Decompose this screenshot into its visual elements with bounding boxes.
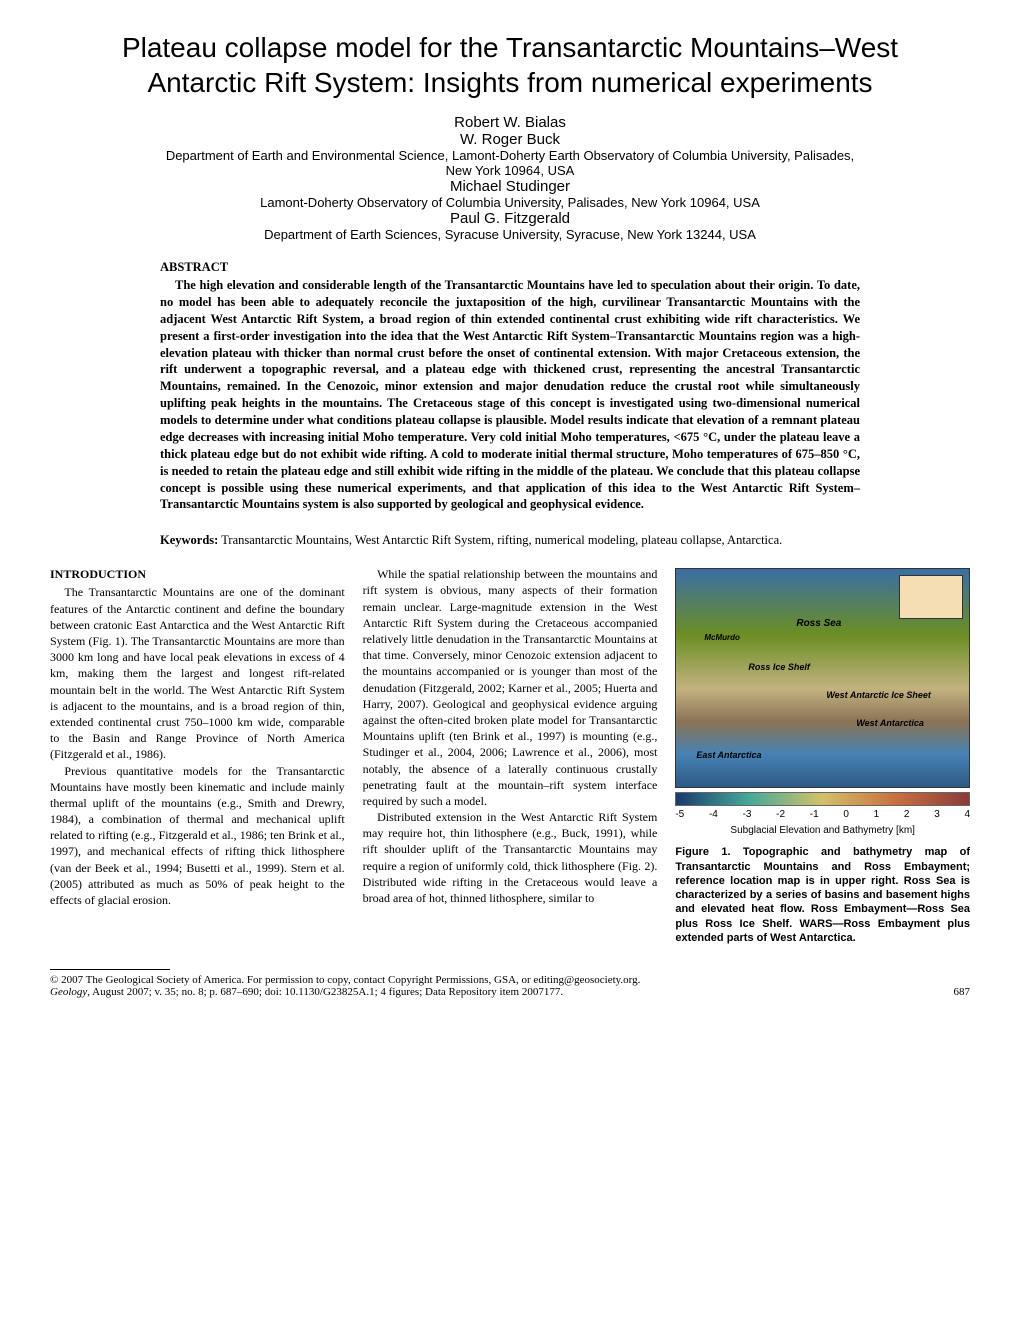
page-number: 687	[954, 986, 971, 998]
tick-8: 3	[934, 808, 940, 822]
title-line-1: Plateau collapse model for the Transanta…	[122, 32, 898, 63]
tick-6: 1	[874, 808, 880, 822]
title-line-2: Antarctic Rift System: Insights from num…	[147, 67, 872, 98]
tick-9: 4	[964, 808, 970, 822]
col2-para-1: While the spatial relationship between t…	[363, 566, 658, 809]
author-1: Robert W. Bialas	[50, 114, 970, 131]
footer-copyright: © 2007 The Geological Society of America…	[50, 974, 970, 986]
authors-block: Robert W. Bialas W. Roger Buck Departmen…	[50, 114, 970, 242]
col2-para-2: Distributed extension in the West Antarc…	[363, 809, 658, 906]
column-2: While the spatial relationship between t…	[363, 566, 658, 945]
author-3: Michael Studinger	[50, 178, 970, 195]
figure-1-inset	[899, 575, 963, 619]
abstract-block: ABSTRACT The high elevation and consider…	[50, 260, 970, 513]
col1-para-2: Previous quantitative models for the Tra…	[50, 763, 345, 909]
tick-4: -1	[810, 808, 819, 822]
body-columns: INTRODUCTION The Transantarctic Mountain…	[50, 566, 970, 945]
figure-1-caption: Figure 1. Topographic and bathymetry map…	[675, 845, 970, 945]
footer-citation-wrap: Geology, August 2007; v. 35; no. 8; p. 6…	[50, 986, 970, 998]
footer-citation: Geology, August 2007; v. 35; no. 8; p. 6…	[50, 986, 563, 998]
affiliation-3: Department of Earth Sciences, Syracuse U…	[50, 227, 970, 242]
col1-para-1: The Transantarctic Mountains are one of …	[50, 584, 345, 762]
keywords-text: Transantarctic Mountains, West Antarctic…	[218, 533, 782, 547]
affiliation-1-line-1: Department of Earth and Environmental Sc…	[50, 148, 970, 163]
abstract-heading: ABSTRACT	[160, 260, 860, 275]
tick-5: 0	[843, 808, 849, 822]
tick-2: -3	[743, 808, 752, 822]
figure-1-map: Ross Sea Ross Ice Shelf West Antarctic I…	[675, 568, 970, 788]
map-label-ross-sea: Ross Sea	[796, 617, 841, 631]
column-1: INTRODUCTION The Transantarctic Mountain…	[50, 566, 345, 945]
map-label-east-antarctica: East Antarctica	[696, 749, 761, 761]
keywords-label: Keywords:	[160, 533, 218, 547]
author-2: W. Roger Buck	[50, 131, 970, 148]
tick-1: -4	[709, 808, 718, 822]
tick-7: 2	[904, 808, 910, 822]
figure-1: Ross Sea Ross Ice Shelf West Antarctic I…	[675, 568, 970, 945]
map-label-ross-ice-shelf: Ross Ice Shelf	[748, 661, 810, 673]
footer-journal-name: Geology	[50, 986, 87, 998]
tick-3: -2	[776, 808, 785, 822]
map-label-wais: West Antarctic Ice Sheet	[826, 689, 931, 701]
tick-0: -5	[675, 808, 684, 822]
map-label-mcmurdo: McMurdo	[704, 633, 740, 644]
figure-1-colorbar-label: Subglacial Elevation and Bathymetry [km]	[675, 824, 970, 838]
abstract-text: The high elevation and considerable leng…	[160, 277, 860, 513]
footer-rule	[50, 969, 170, 970]
affiliation-1-line-2: New York 10964, USA	[50, 163, 970, 178]
author-4: Paul G. Fitzgerald	[50, 210, 970, 227]
column-3: Ross Sea Ross Ice Shelf West Antarctic I…	[675, 566, 970, 945]
affiliation-2: Lamont-Doherty Observatory of Columbia U…	[50, 195, 970, 210]
figure-1-colorbar-ticks: -5 -4 -3 -2 -1 0 1 2 3 4	[675, 808, 970, 822]
map-label-west-antarctica: West Antarctica	[856, 717, 924, 729]
footer-citation-rest: , August 2007; v. 35; no. 8; p. 687–690;…	[87, 986, 563, 998]
paper-title: Plateau collapse model for the Transanta…	[50, 30, 970, 100]
keywords-block: Keywords: Transantarctic Mountains, West…	[50, 533, 970, 548]
figure-1-colorbar	[675, 792, 970, 806]
introduction-heading: INTRODUCTION	[50, 566, 345, 582]
